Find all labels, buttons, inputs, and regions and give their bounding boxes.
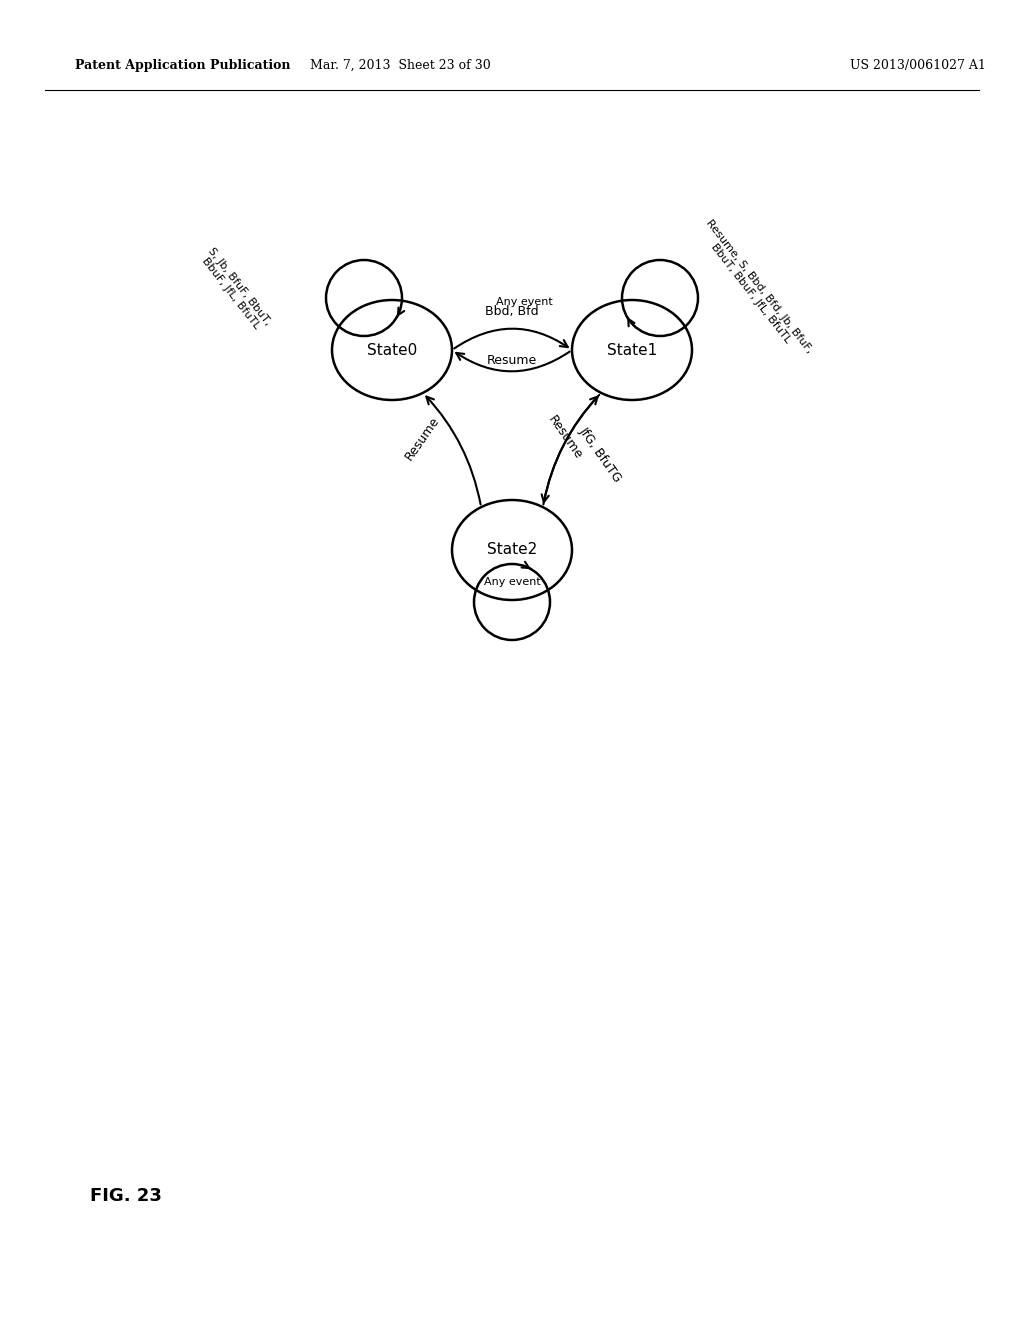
Text: Mar. 7, 2013  Sheet 23 of 30: Mar. 7, 2013 Sheet 23 of 30	[309, 58, 490, 71]
FancyArrowPatch shape	[457, 351, 569, 371]
Text: Any event: Any event	[483, 577, 541, 587]
Text: Resume: Resume	[486, 354, 538, 367]
Text: State0: State0	[367, 342, 417, 358]
Text: Resume, S, Bbd, Bfd, Jb, BfuF,
BbuT, BbuF, JfL, BfuTL: Resume, S, Bbd, Bfd, Jb, BfuF, BbuT, Bbu…	[695, 218, 815, 362]
FancyArrowPatch shape	[542, 395, 599, 502]
Text: US 2013/0061027 A1: US 2013/0061027 A1	[850, 58, 986, 71]
FancyArrowPatch shape	[426, 396, 480, 504]
Text: S, Jb, BfuF, BbuT,
BbuF, JfL, BfuTL: S, Jb, BfuF, BbuT, BbuF, JfL, BfuTL	[197, 246, 273, 334]
Text: Resume: Resume	[402, 413, 441, 462]
Text: FIG. 23: FIG. 23	[90, 1187, 162, 1205]
Text: Patent Application Publication: Patent Application Publication	[75, 58, 291, 71]
Text: Resume: Resume	[545, 413, 585, 462]
Text: State1: State1	[607, 342, 657, 358]
Text: State2: State2	[486, 543, 538, 557]
Text: JfG, BfuTG: JfG, BfuTG	[577, 425, 624, 484]
Text: Any event: Any event	[496, 297, 552, 308]
FancyArrowPatch shape	[544, 396, 598, 504]
FancyArrowPatch shape	[455, 329, 567, 348]
Text: Bbd, Bfd: Bbd, Bfd	[485, 305, 539, 318]
